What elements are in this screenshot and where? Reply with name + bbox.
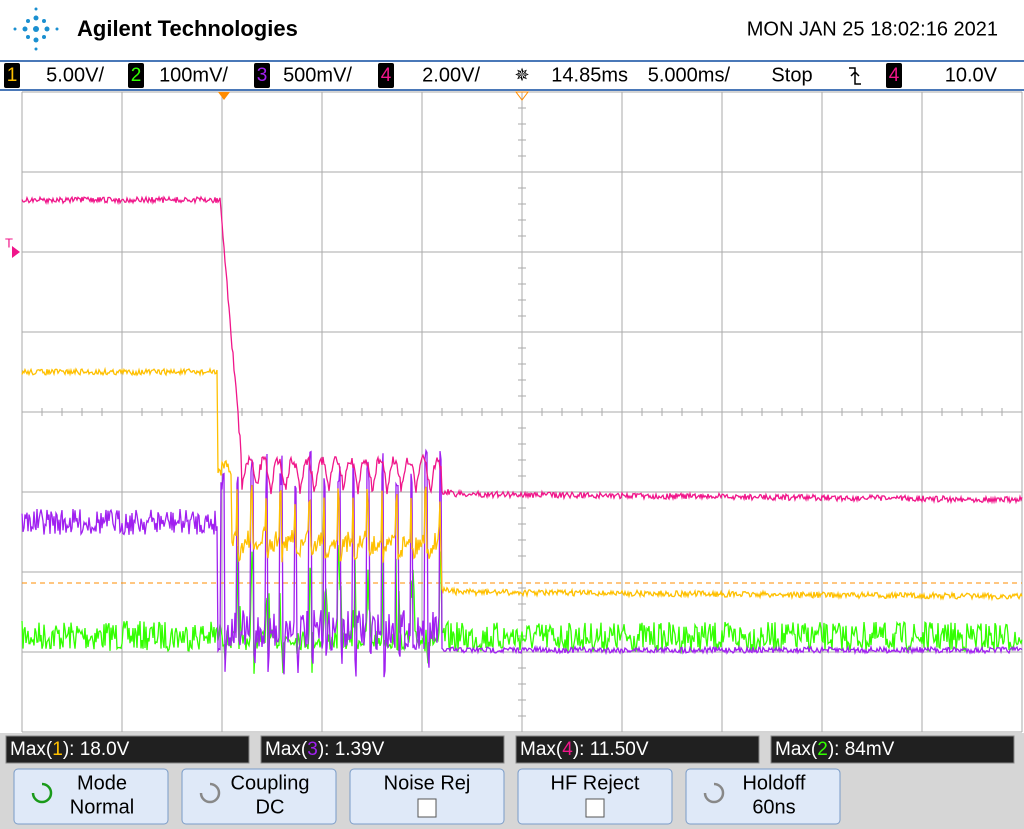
knob-icon [199, 782, 221, 804]
delay: 14.85ms [551, 64, 628, 86]
measurement-prefix: Max( [10, 739, 53, 760]
softkey-label: Coupling [231, 772, 310, 794]
measurement: Max(1): 18.0V [10, 739, 130, 760]
measurement-box [770, 735, 1015, 764]
channel-bar: 1 5.00V/2 100mV/3 500mV/4 2.00V/ ✵ 14.85ms 5.00… [4, 63, 998, 88]
channel-number: 1 [7, 65, 18, 86]
measurement-channel: 1 [52, 739, 63, 760]
softkey-value: 60ns [752, 796, 795, 818]
brand: Agilent Technologies [77, 16, 298, 41]
measurement-channel: 4 [562, 739, 573, 760]
measurement-value: ): 18.0V [63, 739, 130, 760]
measurement-channel: 2 [817, 739, 828, 760]
checkbox [585, 798, 605, 818]
delay-ref [515, 91, 529, 101]
trace-ch3 [21, 448, 1023, 678]
measurement-value: ): 84mV [828, 739, 895, 760]
measurement-prefix: Max( [775, 739, 818, 760]
softkey[interactable] [517, 768, 673, 825]
channel-scale: 500mV/ [283, 64, 352, 86]
measurement-prefix: Max( [265, 739, 308, 760]
time-scale: 5.000ms/ [648, 64, 731, 86]
trace-ch1 [21, 366, 1023, 602]
measurement-channel: 3 [307, 739, 318, 760]
softkey-label: Noise Rej [384, 772, 471, 794]
knob-icon [31, 782, 53, 804]
channel-badge [378, 63, 394, 88]
waveforms [21, 195, 1023, 678]
channel-number: 2 [131, 65, 142, 86]
measurement-box [515, 735, 760, 764]
channel-scale: 2.00V/ [422, 64, 480, 86]
channel-badge [254, 63, 270, 88]
measurement-box [5, 735, 250, 764]
run-status: Stop [771, 64, 812, 86]
channel-badge [128, 63, 144, 88]
channel-badge [4, 63, 20, 88]
measurement-value: ): 11.50V [573, 739, 649, 760]
softkey[interactable] [685, 768, 841, 825]
softkey[interactable] [181, 768, 337, 825]
trigger-icon: ✵ [514, 65, 529, 85]
trigger-marker: T [5, 235, 13, 250]
softkey-value: DC [256, 796, 285, 818]
checkbox [417, 798, 437, 818]
channel-number: 4 [381, 65, 392, 86]
trigger-arrow [12, 246, 20, 258]
channel-badge [886, 63, 902, 88]
softkey-label: Mode [77, 772, 127, 794]
softkey[interactable] [13, 768, 169, 825]
datetime: MON JAN 25 18:02:16 2021 [747, 18, 998, 40]
time-ref [218, 92, 230, 100]
measurement-prefix: Max( [520, 739, 563, 760]
softkey-label: Holdoff [742, 772, 805, 794]
measurement-value: ): 1.39V [318, 739, 385, 760]
channel-scale: 5.00V/ [46, 64, 104, 86]
softkey-value: Normal [70, 796, 134, 818]
logo [13, 7, 59, 51]
slope-icon [849, 67, 861, 85]
measurement-box [260, 735, 505, 764]
knob-icon [703, 782, 725, 804]
measurement: Max(3): 1.39V [265, 739, 385, 760]
measurement: Max(2): 84mV [775, 739, 895, 760]
softkey-label: HF Reject [551, 772, 640, 794]
channel-scale: 100mV/ [159, 64, 228, 86]
measurements: Max(1): 18.0V Max(3): 1.39V Max(4): 11.50V… [5, 735, 1015, 764]
measurement: Max(4): 11.50V [520, 739, 649, 760]
trace-ch4 [21, 195, 1023, 505]
softkey[interactable] [349, 768, 505, 825]
channel-number: 3 [257, 65, 268, 86]
channel-number: 4 [889, 65, 900, 86]
trigger-level: 10.0V [945, 64, 998, 86]
trace-ch2 [21, 545, 1023, 674]
